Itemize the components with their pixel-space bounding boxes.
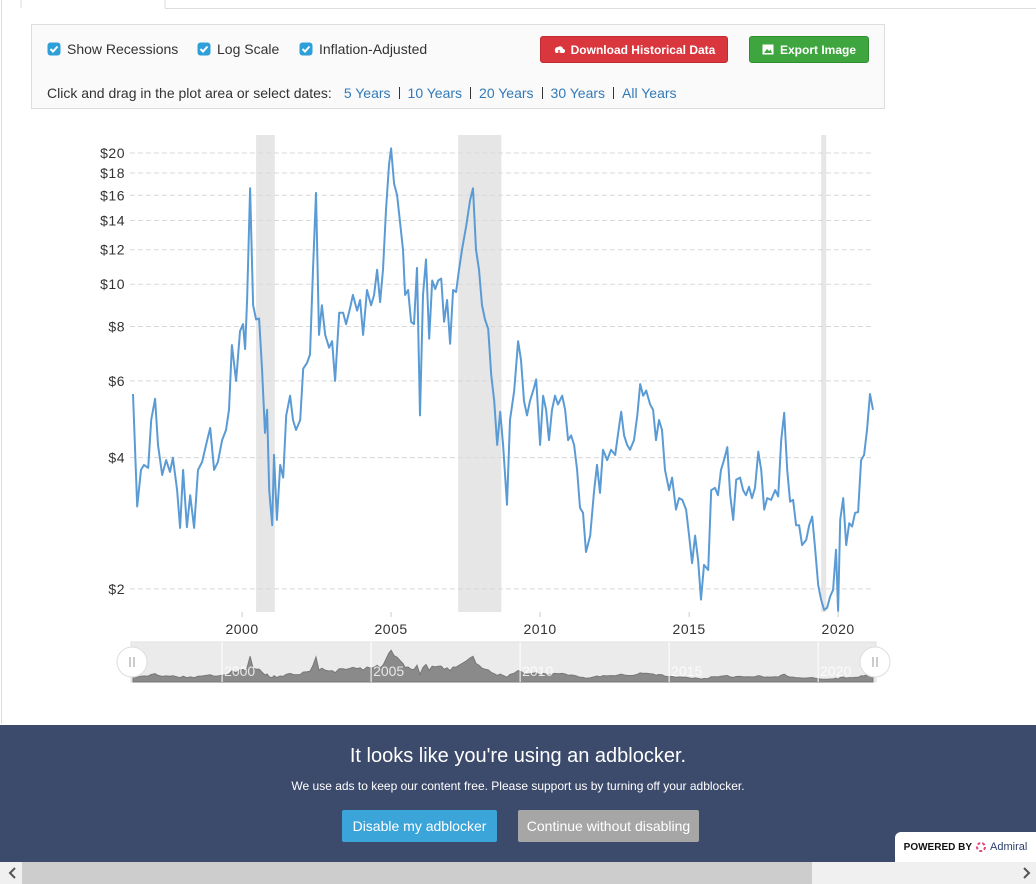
cloud-icon: [554, 45, 565, 56]
continue-button[interactable]: Continue without disabling: [518, 810, 699, 842]
brand: Admiral: [990, 841, 1028, 853]
x-tick-label: 2000: [225, 621, 258, 637]
range-link[interactable]: 10 Years: [407, 85, 463, 101]
x-tick-label: 2010: [524, 621, 557, 637]
handle-grip: [129, 657, 135, 667]
y-tick-label: $2: [108, 581, 125, 597]
range-link[interactable]: All Years: [622, 85, 677, 101]
admiral-logo: [976, 842, 987, 852]
y-tick-label: $16: [100, 187, 125, 203]
recession-band: [256, 135, 275, 612]
scroll-thumb[interactable]: [22, 862, 812, 884]
check-mark: [199, 45, 209, 53]
recession-band: [821, 135, 827, 612]
checkbox-label: Log Scale: [217, 41, 280, 57]
checkbox-box: [47, 42, 61, 56]
range-link[interactable]: 20 Years: [479, 85, 534, 101]
checkbox[interactable]: Log Scale: [197, 41, 279, 57]
checkbox-box: [197, 42, 211, 56]
y-tick-label: $8: [108, 318, 125, 334]
checkbox-box: [299, 42, 313, 56]
range-link[interactable]: 5 Years: [343, 85, 391, 101]
price-line: [132, 147, 874, 612]
checkbox-label: Inflation-Adjusted: [319, 41, 428, 57]
disable-button[interactable]: Disable my adblocker: [342, 810, 497, 842]
separator: [398, 87, 400, 99]
y-tick-label: $12: [100, 242, 125, 258]
check-mark: [301, 45, 311, 53]
separator: [470, 87, 472, 99]
navigator-handle: [859, 646, 891, 678]
y-tick-label: $4: [108, 450, 125, 466]
x-tick-label: 2005: [375, 621, 408, 637]
adblock-banner: It looks like you're using an adblocker.…: [0, 725, 1036, 862]
export-button[interactable]: Export Image: [749, 36, 869, 63]
image-icon: [762, 44, 774, 55]
x-tick-label: 2020: [822, 621, 855, 637]
x-tick-label: 2015: [673, 621, 706, 637]
recession-band: [458, 135, 502, 612]
check-mark: [49, 45, 59, 53]
y-tick-label: $14: [100, 213, 125, 229]
y-tick-label: $18: [100, 165, 125, 181]
scrollbar[interactable]: [0, 862, 1036, 884]
separator: [613, 87, 615, 99]
y-tick-label: $6: [108, 373, 125, 389]
navigator-label: 2020: [820, 663, 851, 679]
prompt: Click and drag in the plot area or selec…: [47, 85, 332, 101]
powered-text: POWERED BY: [903, 841, 973, 853]
checkbox-label: Show Recessions: [67, 41, 179, 57]
navigator-label: 2015: [671, 663, 702, 679]
navigator-label: 2000: [224, 663, 255, 679]
navigator-label: 2005: [373, 663, 404, 679]
range-link[interactable]: 30 Years: [550, 85, 606, 101]
handle-grip: [872, 657, 878, 667]
powered-by: POWERED BY Admiral: [895, 832, 1036, 862]
checkbox[interactable]: Inflation-Adjusted: [299, 41, 427, 57]
scroll-arrows: [8, 867, 1031, 879]
range-selector: Click and drag in the plot area or selec…: [47, 85, 677, 101]
chart: $2 $4 $6 $8 $10 $12 $14 $16 $18 $20 2000 2005 2010 20…: [1, 0, 1036, 724]
navigator-area: [132, 649, 874, 683]
separator: [541, 87, 543, 99]
button-label: Export Image: [779, 42, 857, 57]
button-label: Download Historical Data: [570, 42, 716, 57]
controls: Show Recessions Log Scale Inflation-Adju…: [31, 24, 885, 109]
download-button[interactable]: Download Historical Data: [540, 36, 728, 63]
banner-title: It looks like you're using an adblocker.: [349, 745, 687, 767]
y-tick-label: $20: [100, 145, 125, 161]
navigator-label: 2010: [522, 663, 553, 679]
banner-text: We use ads to keep our content free. Ple…: [291, 779, 745, 793]
navigator-handle: [116, 646, 148, 678]
plot: $2 $4 $6 $8 $10 $12 $14 $16 $18 $20 2000 2005 2010 20…: [100, 135, 891, 683]
y-tick-label: $10: [100, 276, 125, 292]
checkbox[interactable]: Show Recessions: [47, 41, 178, 57]
